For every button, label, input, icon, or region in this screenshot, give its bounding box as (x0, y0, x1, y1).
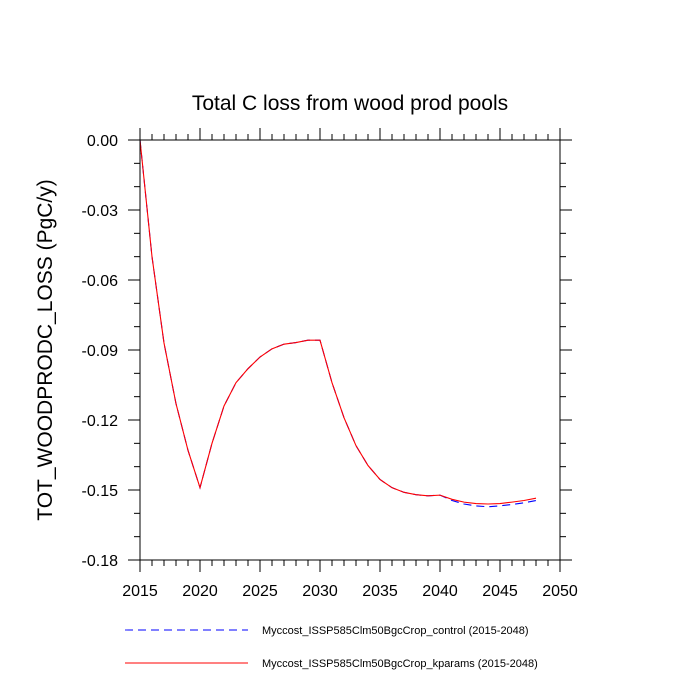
series-layer (139, 139, 537, 508)
ticks-layer: 2015 2020 2025 2030 2035 2040 2045 2050 0.00 -0.0… (82, 128, 578, 600)
y-axis-label: TOT_WOODPRODC_LOSS (PgC/y) (34, 179, 57, 521)
legend-label: Myccost_ISSP585Clm50BgcCrop_kparams (201… (262, 658, 538, 670)
y-tick-label: -0.12 (82, 413, 119, 430)
series-line-control (139, 139, 537, 508)
y-tick-label: -0.09 (82, 343, 119, 360)
y-tick-label: -0.06 (82, 273, 119, 290)
series-line-kparams (139, 139, 537, 505)
x-tick-label: 2050 (542, 583, 578, 600)
x-tick-label: 2040 (422, 583, 458, 600)
x-tick-label: 2030 (302, 583, 338, 600)
legend: Myccost_ISSP585Clm50BgcCrop_control (201… (125, 625, 538, 670)
plot-frame (139, 139, 561, 561)
y-tick-label: -0.18 (82, 553, 119, 570)
legend-label: Myccost_ISSP585Clm50BgcCrop_control (201… (262, 625, 529, 637)
chart-title: Total C loss from wood prod pools (192, 92, 508, 115)
y-tick-label: -0.15 (82, 483, 119, 500)
y-tick-label: -0.03 (82, 203, 119, 220)
x-tick-label: 2025 (242, 583, 278, 600)
x-tick-label: 2015 (122, 583, 158, 600)
y-tick-label: 0.00 (87, 133, 118, 150)
x-tick-label: 2035 (362, 583, 398, 600)
x-tick-label: 2020 (182, 583, 218, 600)
x-tick-label: 2045 (482, 583, 518, 600)
